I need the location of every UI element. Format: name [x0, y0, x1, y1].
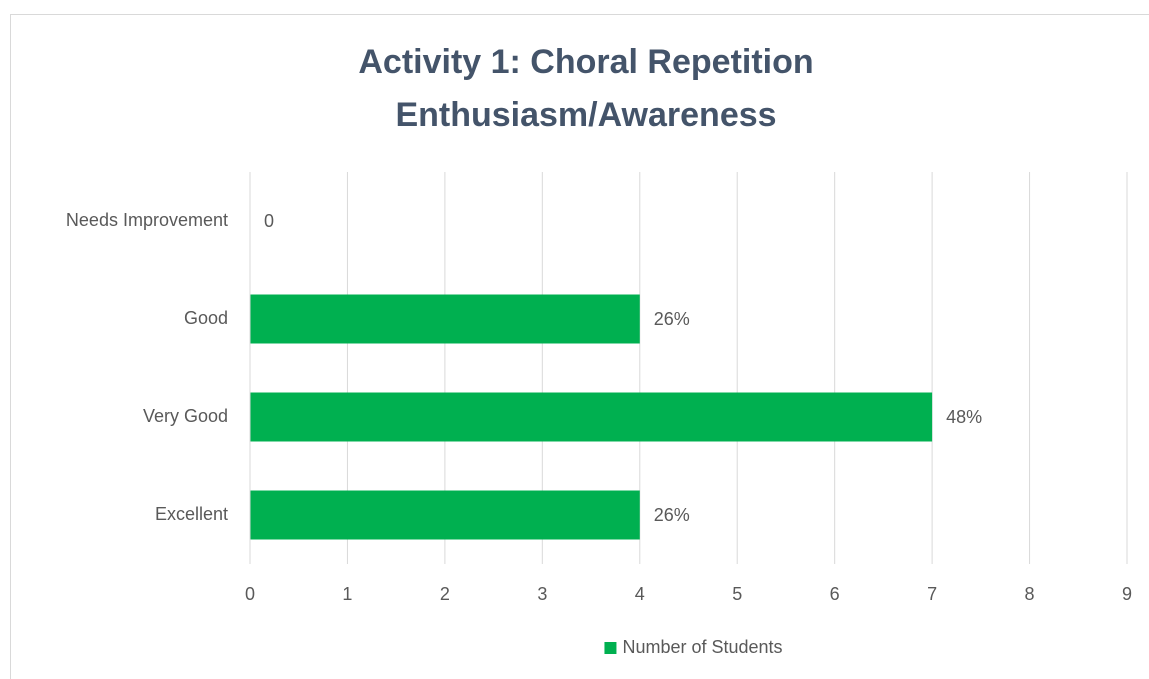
- data-label: 0: [264, 211, 274, 231]
- data-label: 26%: [654, 505, 690, 525]
- x-tick-label: 8: [1025, 584, 1035, 604]
- x-tick-label: 4: [635, 584, 645, 604]
- x-tick-label: 7: [927, 584, 937, 604]
- y-tick-label: Good: [184, 308, 228, 328]
- x-tick-label: 9: [1122, 584, 1132, 604]
- x-tick-label: 2: [440, 584, 450, 604]
- x-tick-label: 3: [537, 584, 547, 604]
- chart-title: Enthusiasm/Awareness: [395, 96, 776, 134]
- x-tick-label: 6: [830, 584, 840, 604]
- bar: [250, 392, 933, 442]
- y-tick-label: Very Good: [143, 406, 228, 426]
- x-tick-label: 5: [732, 584, 742, 604]
- y-tick-label: Needs Improvement: [66, 210, 228, 230]
- legend-swatch: [604, 642, 617, 654]
- chart-border: [10, 14, 1149, 679]
- data-label: 48%: [946, 407, 982, 427]
- x-tick-label: 0: [245, 584, 255, 604]
- bar: [250, 490, 640, 540]
- chart-title: Activity 1: Choral Repetition: [358, 43, 813, 81]
- legend-label: Number of Students: [622, 637, 782, 657]
- x-tick-label: 1: [342, 584, 352, 604]
- y-tick-label: Excellent: [155, 504, 228, 524]
- data-label: 26%: [654, 309, 690, 329]
- bar: [250, 294, 640, 344]
